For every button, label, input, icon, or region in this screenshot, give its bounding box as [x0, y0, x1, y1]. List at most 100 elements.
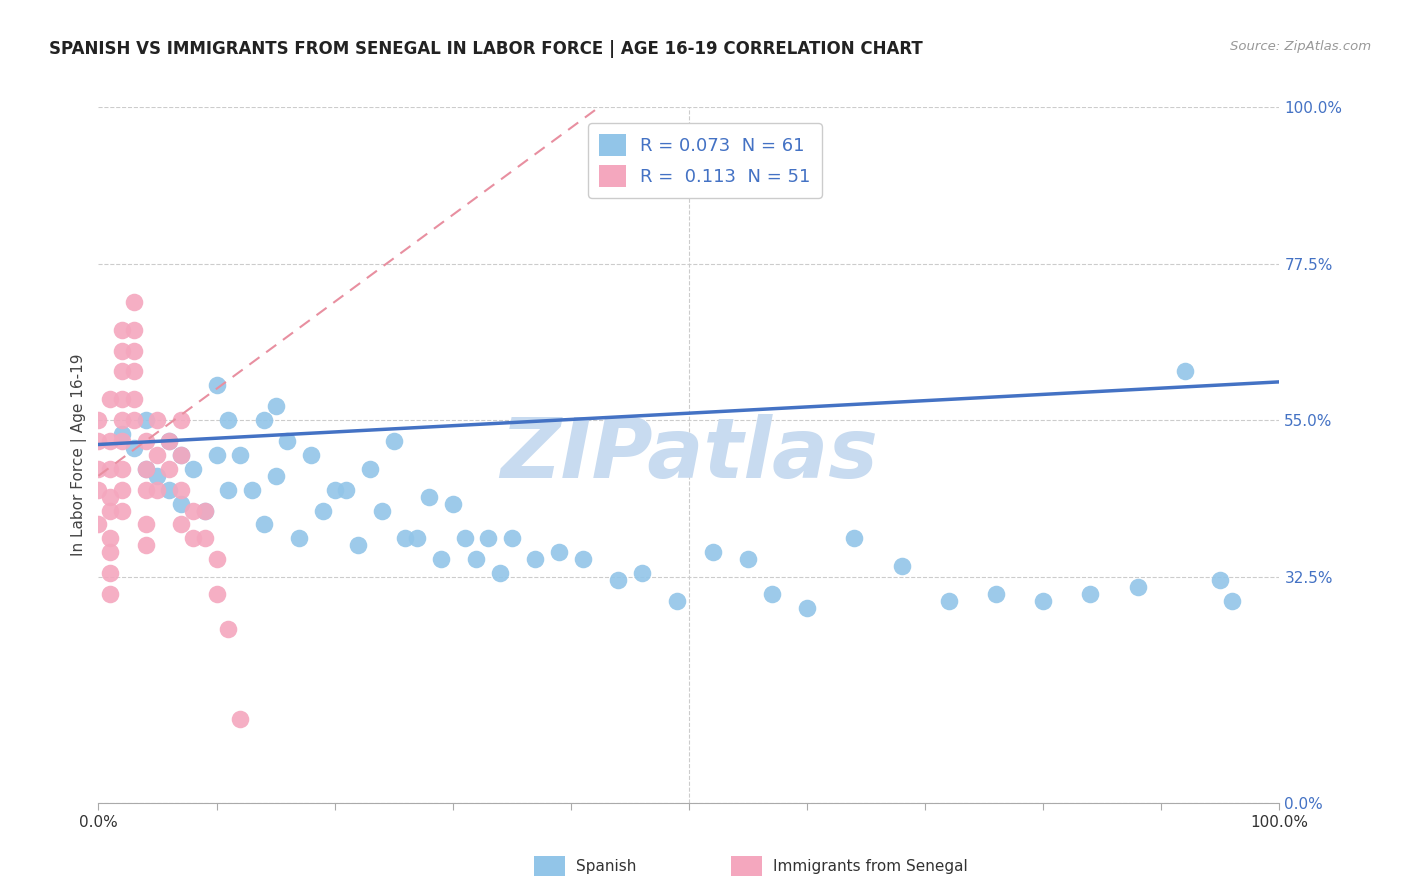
- Point: [264, 399, 287, 413]
- Point: [122, 343, 145, 358]
- Point: [217, 622, 239, 636]
- Point: [146, 483, 169, 497]
- Point: [371, 503, 394, 517]
- Point: [761, 587, 783, 601]
- Point: [111, 427, 134, 442]
- Point: [111, 323, 134, 337]
- Point: [217, 413, 239, 427]
- Point: [157, 434, 180, 448]
- Point: [122, 413, 145, 427]
- Point: [217, 483, 239, 497]
- Point: [205, 552, 228, 566]
- Point: [229, 448, 252, 462]
- Point: [98, 545, 121, 559]
- Point: [194, 503, 217, 517]
- Point: [87, 483, 110, 497]
- Point: [630, 566, 652, 581]
- Point: [87, 434, 110, 448]
- Point: [98, 503, 121, 517]
- Point: [98, 490, 121, 504]
- Point: [253, 413, 276, 427]
- Point: [87, 462, 110, 476]
- Point: [170, 448, 193, 462]
- Point: [135, 462, 157, 476]
- Point: [98, 587, 121, 601]
- Point: [98, 434, 121, 448]
- Point: [335, 483, 357, 497]
- Point: [181, 503, 204, 517]
- Point: [194, 503, 217, 517]
- Point: [135, 517, 157, 532]
- Point: [264, 468, 287, 483]
- Point: [453, 532, 475, 546]
- Point: [984, 587, 1007, 601]
- Point: [122, 392, 145, 407]
- Text: ZIPatlas: ZIPatlas: [501, 415, 877, 495]
- Point: [571, 552, 593, 566]
- Point: [1174, 364, 1197, 378]
- Point: [135, 434, 157, 448]
- Point: [702, 545, 724, 559]
- Text: Spanish: Spanish: [576, 859, 637, 873]
- Point: [666, 594, 689, 608]
- Point: [122, 294, 145, 309]
- Point: [157, 434, 180, 448]
- Point: [299, 448, 322, 462]
- Point: [382, 434, 405, 448]
- Point: [98, 462, 121, 476]
- Point: [347, 538, 370, 552]
- Point: [1209, 573, 1232, 587]
- Point: [170, 497, 193, 511]
- Point: [181, 532, 204, 546]
- Point: [122, 323, 145, 337]
- Point: [418, 490, 440, 504]
- Point: [796, 601, 818, 615]
- Point: [157, 462, 180, 476]
- Point: [170, 413, 193, 427]
- Point: [1032, 594, 1054, 608]
- Point: [501, 532, 523, 546]
- Point: [359, 462, 381, 476]
- Point: [194, 532, 217, 546]
- Point: [524, 552, 547, 566]
- Point: [170, 483, 193, 497]
- Point: [205, 587, 228, 601]
- Point: [111, 503, 134, 517]
- Point: [98, 532, 121, 546]
- Point: [288, 532, 311, 546]
- Point: [87, 517, 110, 532]
- Point: [111, 364, 134, 378]
- Point: [111, 413, 134, 427]
- Point: [170, 517, 193, 532]
- Point: [146, 448, 169, 462]
- Point: [441, 497, 464, 511]
- Point: [406, 532, 429, 546]
- Point: [98, 392, 121, 407]
- Point: [111, 434, 134, 448]
- Point: [205, 448, 228, 462]
- Point: [253, 517, 276, 532]
- Point: [394, 532, 416, 546]
- Point: [312, 503, 335, 517]
- Point: [240, 483, 263, 497]
- Point: [938, 594, 960, 608]
- Point: [489, 566, 512, 581]
- Point: [276, 434, 298, 448]
- Point: [548, 545, 571, 559]
- Point: [111, 462, 134, 476]
- Point: [1220, 594, 1243, 608]
- Legend: R = 0.073  N = 61, R =  0.113  N = 51: R = 0.073 N = 61, R = 0.113 N = 51: [588, 123, 821, 198]
- Point: [477, 532, 499, 546]
- Point: [122, 441, 145, 455]
- Point: [135, 538, 157, 552]
- Y-axis label: In Labor Force | Age 16-19: In Labor Force | Age 16-19: [72, 353, 87, 557]
- Point: [430, 552, 453, 566]
- Point: [98, 566, 121, 581]
- Point: [157, 483, 180, 497]
- Point: [1126, 580, 1149, 594]
- Point: [323, 483, 346, 497]
- Point: [205, 378, 228, 392]
- Point: [890, 559, 912, 574]
- Point: [170, 448, 193, 462]
- Point: [111, 392, 134, 407]
